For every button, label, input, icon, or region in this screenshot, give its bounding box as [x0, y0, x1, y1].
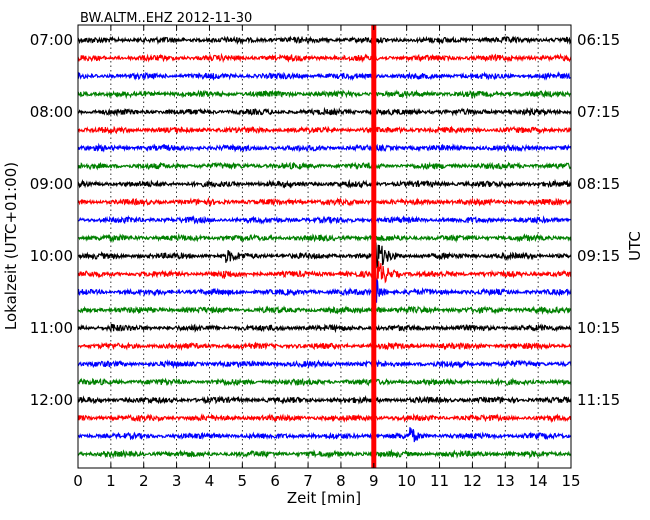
seismic-trace [77, 377, 572, 387]
seismic-trace [77, 214, 572, 225]
x-tick-label: 7 [303, 472, 313, 490]
seismic-trace [77, 178, 572, 189]
x-tick-label: 12 [463, 472, 482, 490]
left-time-label: 09:00 [30, 175, 73, 193]
seismic-trace [77, 341, 572, 352]
x-tick-label: 9 [369, 472, 379, 490]
right-time-label: 09:15 [577, 247, 620, 265]
plot-frame [77, 24, 572, 469]
x-tick-label: 15 [561, 472, 580, 490]
seismic-trace [77, 70, 572, 82]
left-time-label: 08:00 [30, 103, 73, 121]
y-axis-label-right: UTC [626, 231, 644, 261]
right-time-label: 10:15 [577, 319, 620, 337]
x-tick-label: 2 [139, 472, 149, 490]
left-time-label: 11:00 [30, 319, 73, 337]
x-tick-label: 8 [336, 472, 346, 490]
seismic-trace [77, 413, 572, 424]
seismic-trace [77, 277, 572, 309]
seismic-trace [77, 253, 572, 291]
seismic-trace [77, 448, 572, 460]
seismic-trace [77, 142, 572, 153]
x-tick-label: 4 [205, 472, 215, 490]
x-tick-label: 1 [106, 472, 116, 490]
x-tick-label: 13 [496, 472, 515, 490]
x-tick-label: 11 [430, 472, 449, 490]
x-tick-label: 10 [397, 472, 416, 490]
event-marker-group [371, 25, 377, 468]
seismic-trace [77, 125, 572, 135]
seismic-trace [77, 106, 572, 117]
seismic-trace [77, 233, 572, 243]
seismic-trace [77, 35, 572, 46]
seismic-trace [77, 196, 572, 208]
right-time-label: 11:15 [577, 391, 620, 409]
x-tick-label: 14 [529, 472, 548, 490]
left-time-labels: 07:00 08:00 09:00 10:00 11:00 12:00 [30, 31, 83, 409]
seismic-trace [77, 89, 572, 100]
event-marker-band [371, 25, 377, 468]
trace-group [77, 35, 572, 460]
x-tick-label: 6 [270, 472, 280, 490]
left-time-label: 07:00 [30, 31, 73, 49]
right-time-label: 08:15 [577, 175, 620, 193]
seismic-trace [77, 323, 572, 334]
seismic-trace [77, 359, 572, 369]
chart-title: BW.ALTM..EHZ 2012-11-30 [80, 11, 252, 26]
x-axis-ticks: 0 1 2 3 4 5 6 7 8 9 10 11 12 13 14 15 [73, 25, 581, 490]
x-tick-label: 5 [238, 472, 248, 490]
right-time-label: 06:15 [577, 31, 620, 49]
plot-area [78, 25, 571, 468]
left-time-label: 12:00 [30, 391, 73, 409]
seismic-trace [77, 240, 572, 269]
x-axis-label: Zeit [min] [287, 489, 361, 507]
x-tick-label: 3 [172, 472, 182, 490]
seismic-trace [77, 427, 572, 443]
x-tick-label: 0 [73, 472, 83, 490]
right-time-label: 07:15 [577, 103, 620, 121]
left-time-label: 10:00 [30, 247, 73, 265]
seismic-trace [77, 52, 572, 64]
seismic-trace [77, 395, 572, 405]
right-time-labels: 06:15 07:15 08:15 09:15 10:15 11:15 [566, 31, 620, 409]
seismic-trace [77, 161, 572, 171]
y-axis-label-left: Lokalzeit (UTC+01:00) [2, 162, 20, 330]
seismic-trace [77, 302, 572, 316]
